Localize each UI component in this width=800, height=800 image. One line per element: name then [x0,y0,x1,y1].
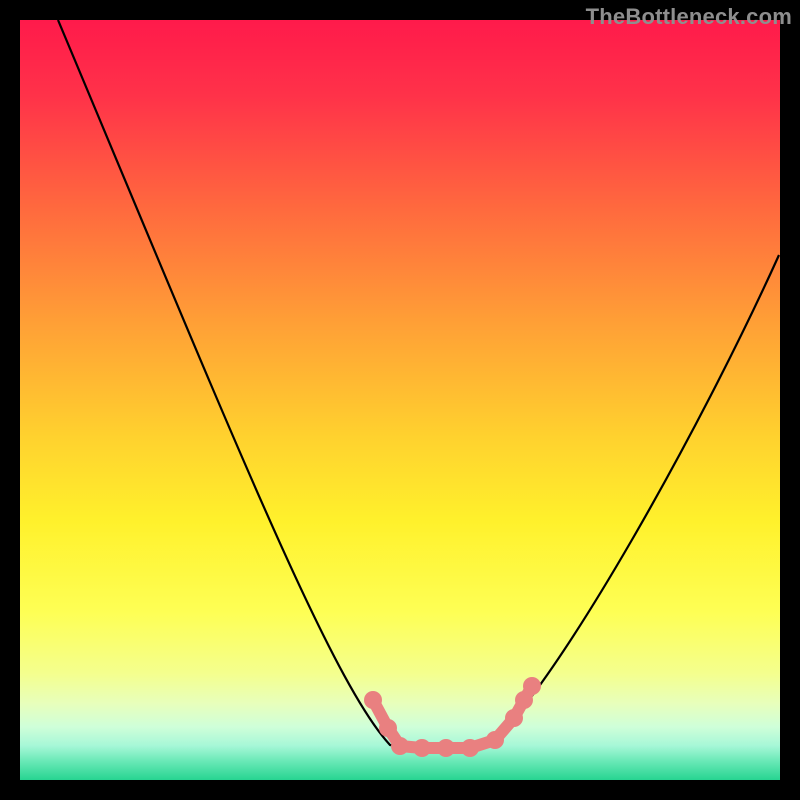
data-marker [391,737,409,755]
chart-stage: TheBottleneck.com [0,0,800,800]
data-marker [505,709,523,727]
data-marker [413,739,431,757]
data-marker [486,731,504,749]
gradient-background [20,20,780,780]
data-marker [379,719,397,737]
data-marker [461,739,479,757]
data-marker [364,691,382,709]
bottleneck-curve-chart [0,0,800,800]
data-marker [523,677,541,695]
data-marker [437,739,455,757]
